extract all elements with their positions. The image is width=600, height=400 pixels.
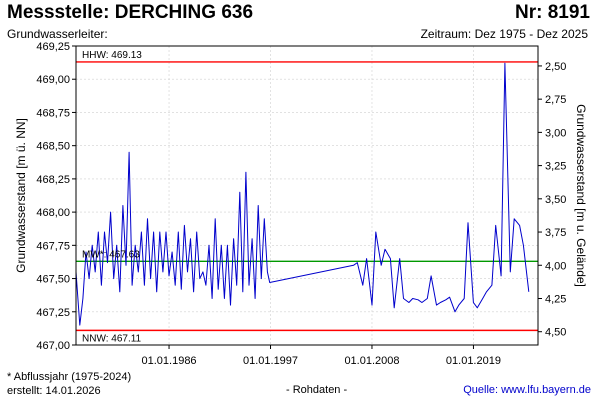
y-tick-label: 469,00	[36, 74, 70, 86]
y-right-tick-label: 4,25	[545, 293, 566, 305]
y-tick-label: 467,75	[36, 240, 70, 252]
footnote-abflussjahr: * Abflussjahr (1975-2024)	[7, 371, 132, 383]
y-right-tick-label: 2,50	[545, 61, 566, 73]
y-right-tick-label: 3,00	[545, 127, 566, 139]
hhw-line-label: HHW: 469.13	[82, 50, 142, 61]
station-number: Nr: 8191	[515, 2, 590, 23]
axes	[72, 45, 542, 349]
x-tick-label: 01.01.2019	[446, 355, 501, 367]
grid	[76, 45, 538, 346]
y-right-axis-label: Grundwasserstand [m u. Gelände]	[574, 104, 588, 287]
series-layer	[75, 62, 530, 326]
source-link[interactable]: Quelle: www.lfu.bayern.de	[463, 384, 591, 396]
period-label: Zeitraum: Dez 1975 - Dez 2025	[420, 27, 588, 41]
x-tick-label: 01.01.2008	[344, 355, 399, 367]
x-tick-label: 01.01.1997	[243, 355, 298, 367]
y-tick-label: 467,25	[36, 307, 70, 319]
y-tick-label: 467,00	[36, 340, 70, 352]
y-tick-label: 468,50	[36, 141, 70, 153]
plot-frame	[75, 45, 539, 346]
series-line	[75, 62, 530, 326]
y-right-tick-label: 3,25	[545, 161, 566, 173]
axis-labels: 467,00 467,25 467,50 467,75 468,00 468,25 468,…	[14, 41, 588, 367]
mw-line-label: MW*: 467.63	[82, 249, 140, 260]
y-tick-label: 467,50	[36, 274, 70, 286]
reference-lines	[76, 61, 538, 332]
raw-data-label: - Rohdaten -	[286, 384, 348, 396]
x-tick-label: 01.01.1986	[142, 355, 197, 367]
y-right-tick-label: 2,75	[545, 94, 566, 106]
created-date: erstellt: 14.01.2026	[7, 385, 101, 397]
nnw-line-label: NNW: 467.11	[82, 333, 142, 344]
y-tick-label: 468,75	[36, 107, 70, 119]
y-tick-label: 468,25	[36, 174, 70, 186]
y-axis-label: Grundwasserstand [m ü. NN]	[14, 118, 28, 273]
y-right-tick-label: 3,50	[545, 194, 566, 206]
aquifer-label: Grundwasserleiter:	[7, 27, 108, 41]
y-tick-label: 469,25	[36, 41, 70, 53]
chart-title: Messstelle: DERCHING 636	[7, 2, 254, 23]
y-tick-label: 468,00	[36, 207, 70, 219]
y-right-tick-label: 4,00	[545, 260, 566, 272]
y-right-tick-label: 4,50	[545, 327, 566, 339]
y-right-tick-label: 3,75	[545, 227, 566, 239]
